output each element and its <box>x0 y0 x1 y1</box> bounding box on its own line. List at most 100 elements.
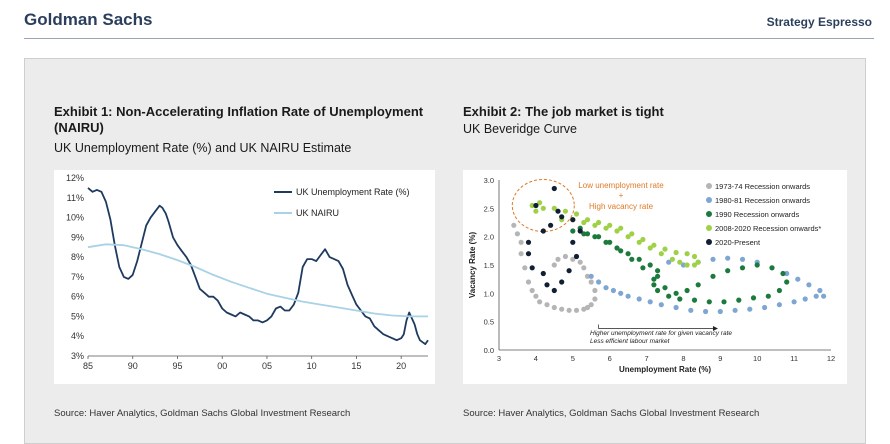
data-point-s1973 <box>544 302 550 308</box>
x-tick-label: 8 <box>681 354 685 363</box>
y-tick-label: 4% <box>71 331 84 341</box>
data-point-s2008 <box>662 246 668 252</box>
data-point-s1990 <box>655 287 661 294</box>
exhibit2-title: Exhibit 2: The job market is tight <box>463 104 664 119</box>
data-point-s2020 <box>577 228 583 234</box>
data-point-s1973 <box>525 279 532 285</box>
data-point-s1973 <box>562 253 568 260</box>
y-tick-label: 7% <box>71 272 84 282</box>
annotation-high-vacancy: High vacancy rate <box>589 202 654 211</box>
data-point-s1990 <box>710 273 716 279</box>
exhibit1-subtitle: UK Unemployment Rate (%) and UK NAIRU Es… <box>54 141 352 155</box>
legend-marker <box>706 225 712 231</box>
legend-marker <box>706 197 712 203</box>
data-point-s1980 <box>603 285 609 291</box>
data-point-s1973 <box>566 307 572 313</box>
data-point-s1980 <box>588 273 594 279</box>
data-point-s1990 <box>625 251 631 257</box>
data-point-s1980 <box>658 302 664 308</box>
data-point-s1990 <box>570 228 576 234</box>
data-point-s2008 <box>695 259 701 265</box>
data-point-s2020 <box>566 268 572 274</box>
data-point-s2008 <box>647 245 653 251</box>
data-point-s2020 <box>573 253 580 260</box>
data-point-s1980 <box>806 282 812 288</box>
data-point-s2020 <box>559 214 565 220</box>
data-point-s1990 <box>662 285 668 291</box>
data-point-s1980 <box>596 279 602 285</box>
data-point-s1990 <box>784 279 790 285</box>
x-tick-label: 90 <box>128 361 138 371</box>
data-point-s2020 <box>525 239 532 245</box>
publication-name: Strategy Espresso <box>766 15 872 29</box>
data-point-s2008 <box>691 262 698 268</box>
y-tick-label: 8% <box>71 252 84 262</box>
arrow-line <box>598 324 713 329</box>
data-point-s1973 <box>559 306 565 312</box>
y-tick-label: 3.0 <box>484 176 494 185</box>
data-point-s2008 <box>584 217 591 223</box>
data-point-s1980 <box>610 287 616 294</box>
data-point-s1973 <box>529 287 535 294</box>
data-point-s1980 <box>821 293 827 299</box>
data-point-s1980 <box>776 302 782 308</box>
data-point-s1973 <box>514 231 520 237</box>
annotation-higher-unemployment: Higher unemployment rate for given vacan… <box>590 330 732 337</box>
data-point-s1990 <box>769 265 775 271</box>
data-point-s1980 <box>618 290 624 296</box>
data-point-s2008 <box>614 228 620 234</box>
legend-label: 1990 Recession onwards <box>715 210 799 219</box>
data-point-s2008 <box>684 262 690 268</box>
data-point-s1980 <box>688 307 694 313</box>
data-point-s1973 <box>581 265 587 271</box>
data-point-s1980 <box>680 262 686 268</box>
x-tick-label: 85 <box>83 361 93 371</box>
data-point-s1990 <box>584 231 591 237</box>
data-point-s2020 <box>540 270 546 277</box>
data-point-s1990 <box>736 297 742 303</box>
data-point-s2020 <box>551 185 557 192</box>
data-point-s2020 <box>548 222 554 228</box>
data-point-s1980 <box>784 270 790 277</box>
data-point-s1973 <box>522 265 528 271</box>
data-point-s1973 <box>577 259 583 265</box>
arrow-head <box>712 325 718 331</box>
data-point-s1990 <box>651 282 657 288</box>
y-tick-label: 9% <box>71 232 84 242</box>
annotation-low-unemployment: Low unemployment rate <box>578 181 664 190</box>
data-point-s2020 <box>529 265 535 271</box>
data-point-s1990 <box>739 265 746 271</box>
y-tick-label: 2.5 <box>484 204 494 213</box>
legend-label: 2008-2020 Recession onwards* <box>715 224 821 233</box>
data-point-s1990 <box>666 293 672 299</box>
data-point-s1973 <box>573 307 580 313</box>
data-point-s1973 <box>584 304 591 311</box>
legend-label: 2020-Present <box>715 238 761 247</box>
data-point-s2008 <box>629 231 635 237</box>
data-point-s2008 <box>533 208 539 214</box>
y-tick-label: 5% <box>71 311 84 321</box>
data-point-s2008 <box>537 200 543 206</box>
y-tick-label: 0.0 <box>484 346 494 355</box>
data-point-s1973 <box>518 239 524 245</box>
y-tick-label: 0.5 <box>484 318 494 327</box>
data-point-s1990 <box>618 248 624 254</box>
data-point-s1990 <box>754 262 760 268</box>
data-point-s1973 <box>551 262 557 268</box>
data-point-s2008 <box>603 225 609 231</box>
data-point-s1980 <box>666 259 672 265</box>
exhibit1-title: Exhibit 1: Non-Accelerating Inflation Ra… <box>54 104 423 136</box>
data-point-s1973 <box>511 222 517 228</box>
data-point-s1990 <box>655 268 661 274</box>
data-point-s2020 <box>559 279 565 285</box>
x-tick-label: 10 <box>307 361 317 371</box>
y-tick-label: 10% <box>66 213 84 223</box>
exhibit2-chart-area: 0.0 0.5 1.0 1.5 2.0 2.5 3.0 3 4 5 6 7 8 9 10 11 12 Unempl… <box>463 170 847 384</box>
data-point-s1973 <box>570 256 576 262</box>
data-point-s1990 <box>695 282 701 288</box>
unemployment-rate-line <box>87 187 429 345</box>
data-point-s2008 <box>684 251 690 257</box>
data-point-s2020 <box>540 228 546 234</box>
x-tick-label: 20 <box>396 361 406 371</box>
data-point-s1990 <box>677 296 683 302</box>
